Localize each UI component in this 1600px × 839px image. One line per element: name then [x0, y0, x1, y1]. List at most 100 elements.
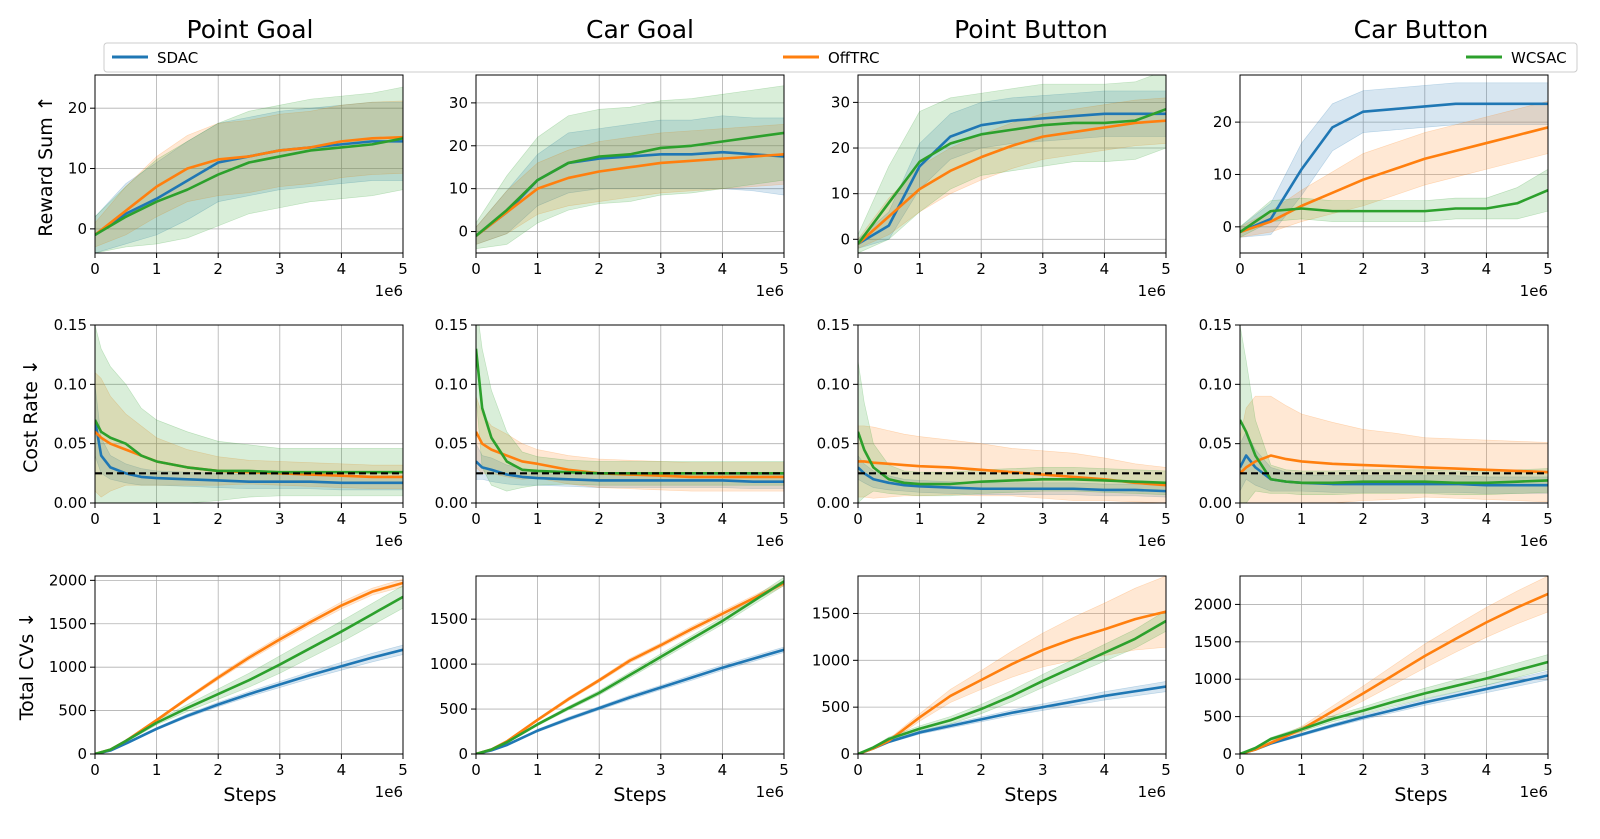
- panel-data: [95, 578, 403, 754]
- y-tick-label-0-1: 0.10: [54, 375, 87, 393]
- x-tick-label-2: 2: [594, 761, 604, 779]
- series-line-offtrc: [858, 610, 1166, 754]
- band-offtrc: [95, 372, 403, 498]
- series-line-wcsac: [858, 108, 1166, 245]
- y-tick-label-0: 0.00: [435, 494, 468, 512]
- band-offtrc: [1240, 576, 1548, 754]
- x-tick-label-1: 1: [1297, 761, 1307, 779]
- xlabel-steps-col3: Steps: [1004, 784, 1057, 806]
- panel-r1-c3: 0 1 2 3 4 5 0.00 0.05 0.10 0.15 1e6: [1199, 316, 1553, 550]
- x-tick-label-5: 5: [1543, 761, 1553, 779]
- y-tick-label-0: 0.00: [1199, 494, 1232, 512]
- x-tick-label-5: 5: [1161, 260, 1171, 278]
- x-tick-label-0: 0: [853, 510, 863, 528]
- x-exponent-label: 1e6: [375, 783, 403, 801]
- x-tick-label-3: 3: [1038, 761, 1048, 779]
- series-line-offtrc: [476, 153, 784, 237]
- row-ylabel-reward: Reward Sum ↑: [35, 95, 57, 236]
- y-tick-label-2000: 2000: [1194, 595, 1232, 613]
- panel-data: [476, 325, 784, 492]
- panel-data: [858, 576, 1166, 754]
- axes-frame: [475, 324, 785, 504]
- panel-data: [858, 360, 1166, 503]
- y-tick-label-0-15: 0.15: [1199, 316, 1232, 334]
- x-tick-label-4: 4: [337, 260, 347, 278]
- band-wcsac: [95, 86, 403, 253]
- series-line-sdac: [95, 648, 403, 754]
- series-line-offtrc: [95, 581, 403, 754]
- series-line-wcsac: [95, 419, 403, 474]
- band-wcsac: [858, 75, 1166, 253]
- series-line-offtrc: [1240, 592, 1548, 754]
- x-tick-label-5: 5: [779, 761, 789, 779]
- x-tick-label-2: 2: [976, 260, 986, 278]
- y-tick-label-0-15: 0.15: [817, 316, 850, 334]
- y-tick-label-20: 20: [831, 139, 850, 157]
- x-tick-label-3: 3: [275, 761, 285, 779]
- x-tick-label-0: 0: [853, 761, 863, 779]
- band-offtrc: [1240, 395, 1548, 503]
- axes-frame: [857, 74, 1167, 254]
- panel-data: [1240, 82, 1548, 238]
- panel-data: [476, 85, 784, 250]
- series-line-wcsac: [95, 595, 403, 754]
- band-wcsac: [1240, 654, 1548, 754]
- x-tick-label-2: 2: [594, 260, 604, 278]
- series-line-wcsac: [858, 619, 1166, 754]
- band-offtrc: [95, 100, 403, 248]
- y-tick-label-500: 500: [439, 700, 468, 718]
- x-tick-label-5: 5: [779, 260, 789, 278]
- y-tick-label-1000: 1000: [49, 658, 87, 676]
- x-tick-label-5: 5: [398, 510, 408, 528]
- panel-data: [476, 576, 784, 754]
- legend: SDAC OffTRC WCSAC: [103, 42, 1578, 73]
- series-line-offtrc: [95, 135, 403, 236]
- series-line-wcsac: [1240, 419, 1548, 485]
- series-line-sdac: [1240, 454, 1548, 487]
- x-tick-label-5: 5: [398, 260, 408, 278]
- x-tick-label-3: 3: [275, 510, 285, 528]
- band-wcsac: [95, 585, 403, 754]
- y-tick-label-1500: 1500: [430, 610, 468, 628]
- x-tick-label-4: 4: [1100, 510, 1110, 528]
- band-sdac: [476, 115, 784, 245]
- y-tick-label-0-05: 0.05: [54, 435, 87, 453]
- row-ylabel-cost-rate: Cost Rate ↓: [20, 359, 42, 473]
- y-tick-label-0-15: 0.15: [54, 316, 87, 334]
- x-exponent-label: 1e6: [756, 783, 784, 801]
- x-tick-label-4: 4: [1100, 260, 1110, 278]
- x-exponent-label: 1e6: [375, 282, 403, 300]
- legend-label-wcsac: WCSAC: [1511, 49, 1567, 67]
- x-tick-label-1: 1: [915, 761, 925, 779]
- series-line-sdac: [476, 460, 784, 483]
- series-line-sdac: [1240, 102, 1548, 234]
- x-tick-label-4: 4: [1482, 510, 1492, 528]
- x-tick-label-1: 1: [1297, 510, 1307, 528]
- band-offtrc: [95, 578, 403, 754]
- panel-r2-c3: 0 1 2 3 4 5 0 500 1000 1500 2000 1e6: [1194, 575, 1553, 801]
- y-tick-label-30: 30: [831, 93, 850, 111]
- band-sdac: [95, 384, 403, 491]
- y-tick-label-1000: 1000: [812, 651, 850, 669]
- xlabel-steps-col1: Steps: [223, 784, 276, 806]
- y-tick-label-0: 0: [1222, 745, 1232, 763]
- x-exponent-label: 1e6: [1138, 282, 1166, 300]
- x-tick-label-0: 0: [1235, 510, 1245, 528]
- y-tick-label-10: 10: [1213, 165, 1232, 183]
- panel-data: [858, 75, 1166, 253]
- axes-frame: [857, 324, 1167, 504]
- axes-frame: [857, 575, 1167, 755]
- x-tick-label-2: 2: [213, 510, 223, 528]
- panel-r0-c3: 0 1 2 3 4 5 0 10 20 1e6: [1213, 74, 1553, 300]
- x-tick-label-0: 0: [471, 260, 481, 278]
- y-tick-label-0: 0: [840, 745, 850, 763]
- xlabel-steps-col2: Steps: [613, 784, 666, 806]
- x-exponent-label: 1e6: [1520, 532, 1548, 550]
- column-title-point-button: Point Button: [954, 15, 1108, 44]
- panel-data: [1240, 576, 1548, 754]
- legend-frame: [103, 42, 1578, 73]
- x-tick-label-3: 3: [656, 260, 666, 278]
- y-tick-label-1000: 1000: [1194, 670, 1232, 688]
- x-exponent-label: 1e6: [1138, 783, 1166, 801]
- y-tick-label-10: 10: [449, 180, 468, 198]
